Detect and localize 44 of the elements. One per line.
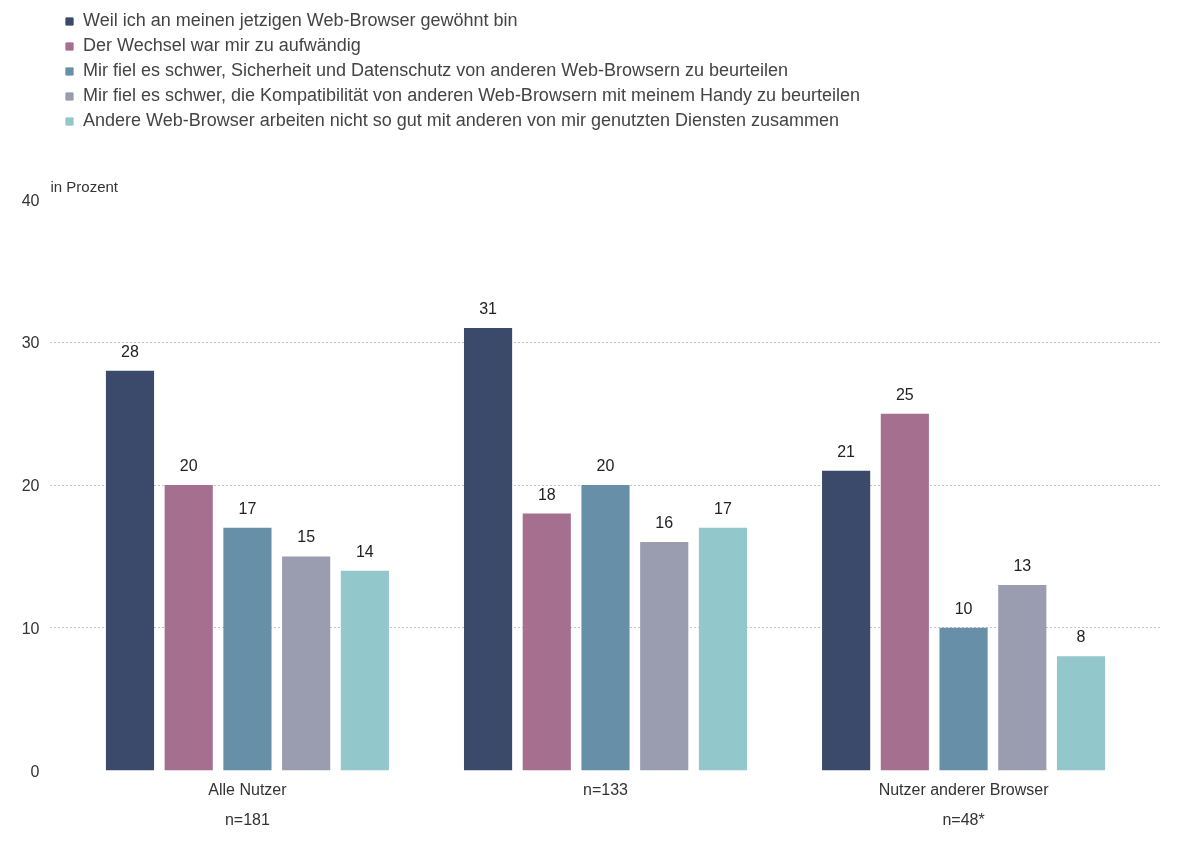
bar <box>880 413 929 771</box>
bar <box>164 485 213 771</box>
x-tick-label: n=133 <box>583 780 629 798</box>
data-label: 13 <box>1013 556 1032 574</box>
y-tick-label: 10 <box>21 619 40 637</box>
bar <box>522 513 571 771</box>
bar <box>581 485 630 771</box>
data-label: 17 <box>714 499 732 517</box>
data-label: 15 <box>297 528 316 546</box>
data-label: 17 <box>238 499 257 517</box>
y-tick-label: 0 <box>30 762 40 780</box>
legend-label: Mir fiel es schwer, Sicherheit und Datenschutz von anderen Web-Browsern zu beurteilen <box>83 60 789 81</box>
bar <box>340 570 389 771</box>
data-label: 21 <box>837 442 856 460</box>
bar <box>822 470 871 771</box>
bar <box>223 527 272 771</box>
category-label: Alle Nutzer n=181 <box>208 780 287 828</box>
y-tick-label: 20 <box>21 477 40 494</box>
legend-label: Der Wechsel war mir zu aufwändig <box>83 35 361 56</box>
data-label: 31 <box>479 299 498 317</box>
y-tick-label: 30 <box>21 334 40 352</box>
legend-label: Mir fiel es schwer, die Kompatibilität von anderen Web-Browsern mit meinem Handy zu beurteilen <box>83 85 861 106</box>
data-label: 20 <box>179 457 198 474</box>
bar <box>698 527 748 771</box>
bar <box>105 370 155 771</box>
bar <box>998 584 1047 771</box>
bar <box>640 542 689 771</box>
data-label: 16 <box>655 514 674 532</box>
y-tick-label: 40 <box>21 191 40 209</box>
category-label: Nutzer anderer Browser n=48* <box>878 780 1049 828</box>
data-label: 25 <box>895 385 914 403</box>
data-label: 14 <box>355 542 374 560</box>
data-label: 18 <box>537 485 556 503</box>
data-label: 10 <box>954 599 973 617</box>
bar <box>282 556 331 771</box>
legend-label: Weil ich an meinen jetzigen Web-Browser gewöhnt bin <box>83 10 518 31</box>
bar <box>939 627 988 771</box>
data-label: 28 <box>121 342 139 360</box>
data-label: 20 <box>596 457 615 474</box>
y-axis-title: in Prozent <box>50 177 119 195</box>
data-label: 8 <box>1076 628 1086 646</box>
bar <box>1056 656 1106 771</box>
bar <box>463 327 513 771</box>
legend-label: Andere Web-Browser arbeiten nicht so gut mit anderen von mir genutzten Diensten zusammen <box>83 110 840 131</box>
